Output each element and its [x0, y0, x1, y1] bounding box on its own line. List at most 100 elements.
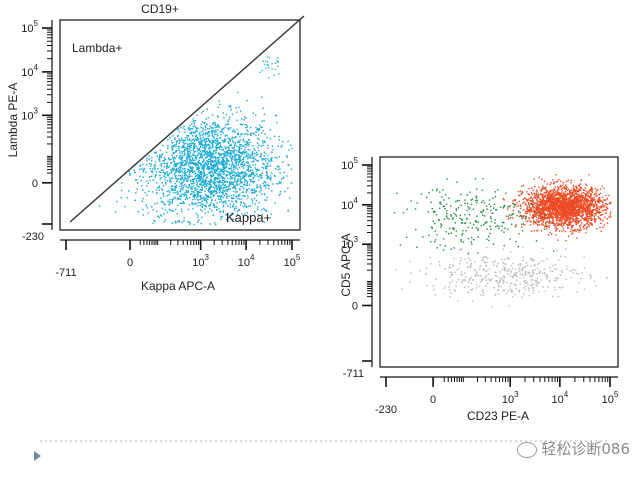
event-dot	[576, 199, 579, 202]
event-dot	[548, 226, 550, 229]
event-dot	[512, 217, 514, 219]
event-dot	[558, 178, 560, 181]
event-dot	[268, 77, 270, 79]
event-dot	[496, 225, 498, 227]
event-dot	[550, 214, 553, 217]
event-dot	[543, 218, 545, 220]
event-dot	[586, 184, 588, 187]
event-dot	[208, 158, 211, 160]
event-dot	[569, 190, 571, 192]
event-dot	[581, 202, 583, 205]
event-dot	[240, 144, 242, 146]
event-dot	[250, 169, 252, 171]
event-dot	[541, 210, 544, 212]
event-dot	[281, 144, 283, 147]
event-dot	[154, 176, 156, 178]
event-dot	[210, 174, 212, 176]
event-dot	[595, 212, 597, 214]
event-dot	[271, 145, 274, 147]
event-dot	[578, 201, 580, 204]
event-dot	[206, 194, 208, 197]
event-dot	[580, 179, 582, 181]
event-dot	[213, 204, 215, 206]
event-dot	[523, 215, 525, 217]
event-dot	[249, 181, 252, 183]
event-dot	[196, 137, 198, 140]
event-dot	[263, 163, 265, 166]
event-dot	[228, 152, 231, 155]
event-dot	[596, 189, 599, 191]
event-dot	[560, 219, 563, 221]
event-dot	[190, 149, 192, 152]
event-dot	[181, 183, 183, 185]
event-dot	[573, 191, 575, 193]
event-dot	[567, 225, 569, 227]
event-dot	[549, 210, 551, 212]
event-dot	[448, 233, 450, 235]
event-dot	[144, 168, 146, 170]
event-dot	[213, 177, 216, 179]
event-dot	[533, 209, 535, 211]
event-dot	[239, 180, 241, 182]
event-dot	[590, 194, 592, 196]
event-dot	[538, 207, 540, 209]
event-dot	[196, 155, 199, 157]
event-dot	[557, 186, 560, 189]
event-dot	[393, 212, 396, 214]
event-dot	[567, 197, 570, 200]
event-dot	[562, 187, 564, 190]
event-dot	[600, 218, 602, 220]
event-dot	[261, 159, 263, 161]
event-dot	[201, 184, 204, 187]
event-dot	[236, 179, 239, 182]
event-dot	[264, 184, 267, 187]
event-dot	[593, 196, 595, 199]
event-dot	[179, 158, 182, 161]
event-dot	[209, 172, 212, 174]
event-dot	[584, 183, 587, 185]
event-dot	[265, 187, 267, 189]
event-dot	[570, 221, 572, 224]
event-dot	[202, 133, 205, 135]
event-dot	[199, 171, 202, 173]
event-dot	[207, 163, 209, 165]
event-dot	[216, 140, 218, 142]
event-dot	[270, 177, 272, 179]
event-dot	[229, 150, 231, 152]
event-dot	[241, 162, 243, 164]
event-dot	[574, 189, 576, 191]
event-dot	[554, 192, 556, 194]
event-dot	[245, 174, 247, 177]
event-dot	[570, 202, 572, 204]
event-dot	[166, 167, 168, 169]
event-dot	[210, 193, 212, 195]
event-dot	[579, 194, 581, 196]
event-dot	[583, 202, 585, 205]
event-dot	[584, 203, 586, 205]
event-dot	[158, 160, 161, 162]
event-dot	[183, 175, 186, 177]
event-dot	[231, 163, 233, 166]
event-dot	[204, 212, 206, 214]
event-dot	[461, 218, 463, 220]
event-dot	[219, 190, 222, 192]
event-dot	[259, 174, 261, 176]
event-dot	[241, 173, 243, 175]
event-dot	[551, 189, 553, 191]
event-dot	[232, 205, 235, 207]
event-dot	[550, 195, 552, 197]
event-dot	[220, 156, 222, 158]
event-dot	[467, 206, 469, 208]
event-dot	[270, 158, 273, 161]
event-dot	[193, 143, 196, 145]
event-dot	[565, 195, 567, 197]
event-dot	[570, 195, 573, 197]
event-dot	[582, 195, 585, 197]
event-dot	[259, 191, 261, 193]
event-dot	[602, 219, 604, 222]
event-dot	[521, 191, 523, 193]
event-dot	[591, 224, 593, 226]
event-dot	[221, 195, 223, 197]
event-dot	[575, 201, 578, 203]
event-dot	[517, 246, 519, 248]
